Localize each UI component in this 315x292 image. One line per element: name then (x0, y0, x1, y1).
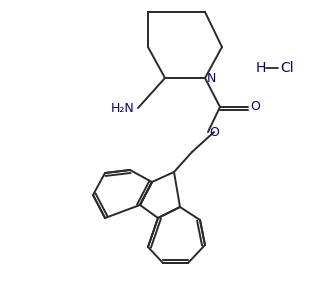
Text: H: H (256, 61, 266, 75)
Text: H₂N: H₂N (111, 102, 135, 114)
Text: O: O (250, 100, 260, 114)
Text: N: N (207, 72, 216, 84)
Text: Cl: Cl (280, 61, 294, 75)
Text: O: O (209, 126, 219, 138)
